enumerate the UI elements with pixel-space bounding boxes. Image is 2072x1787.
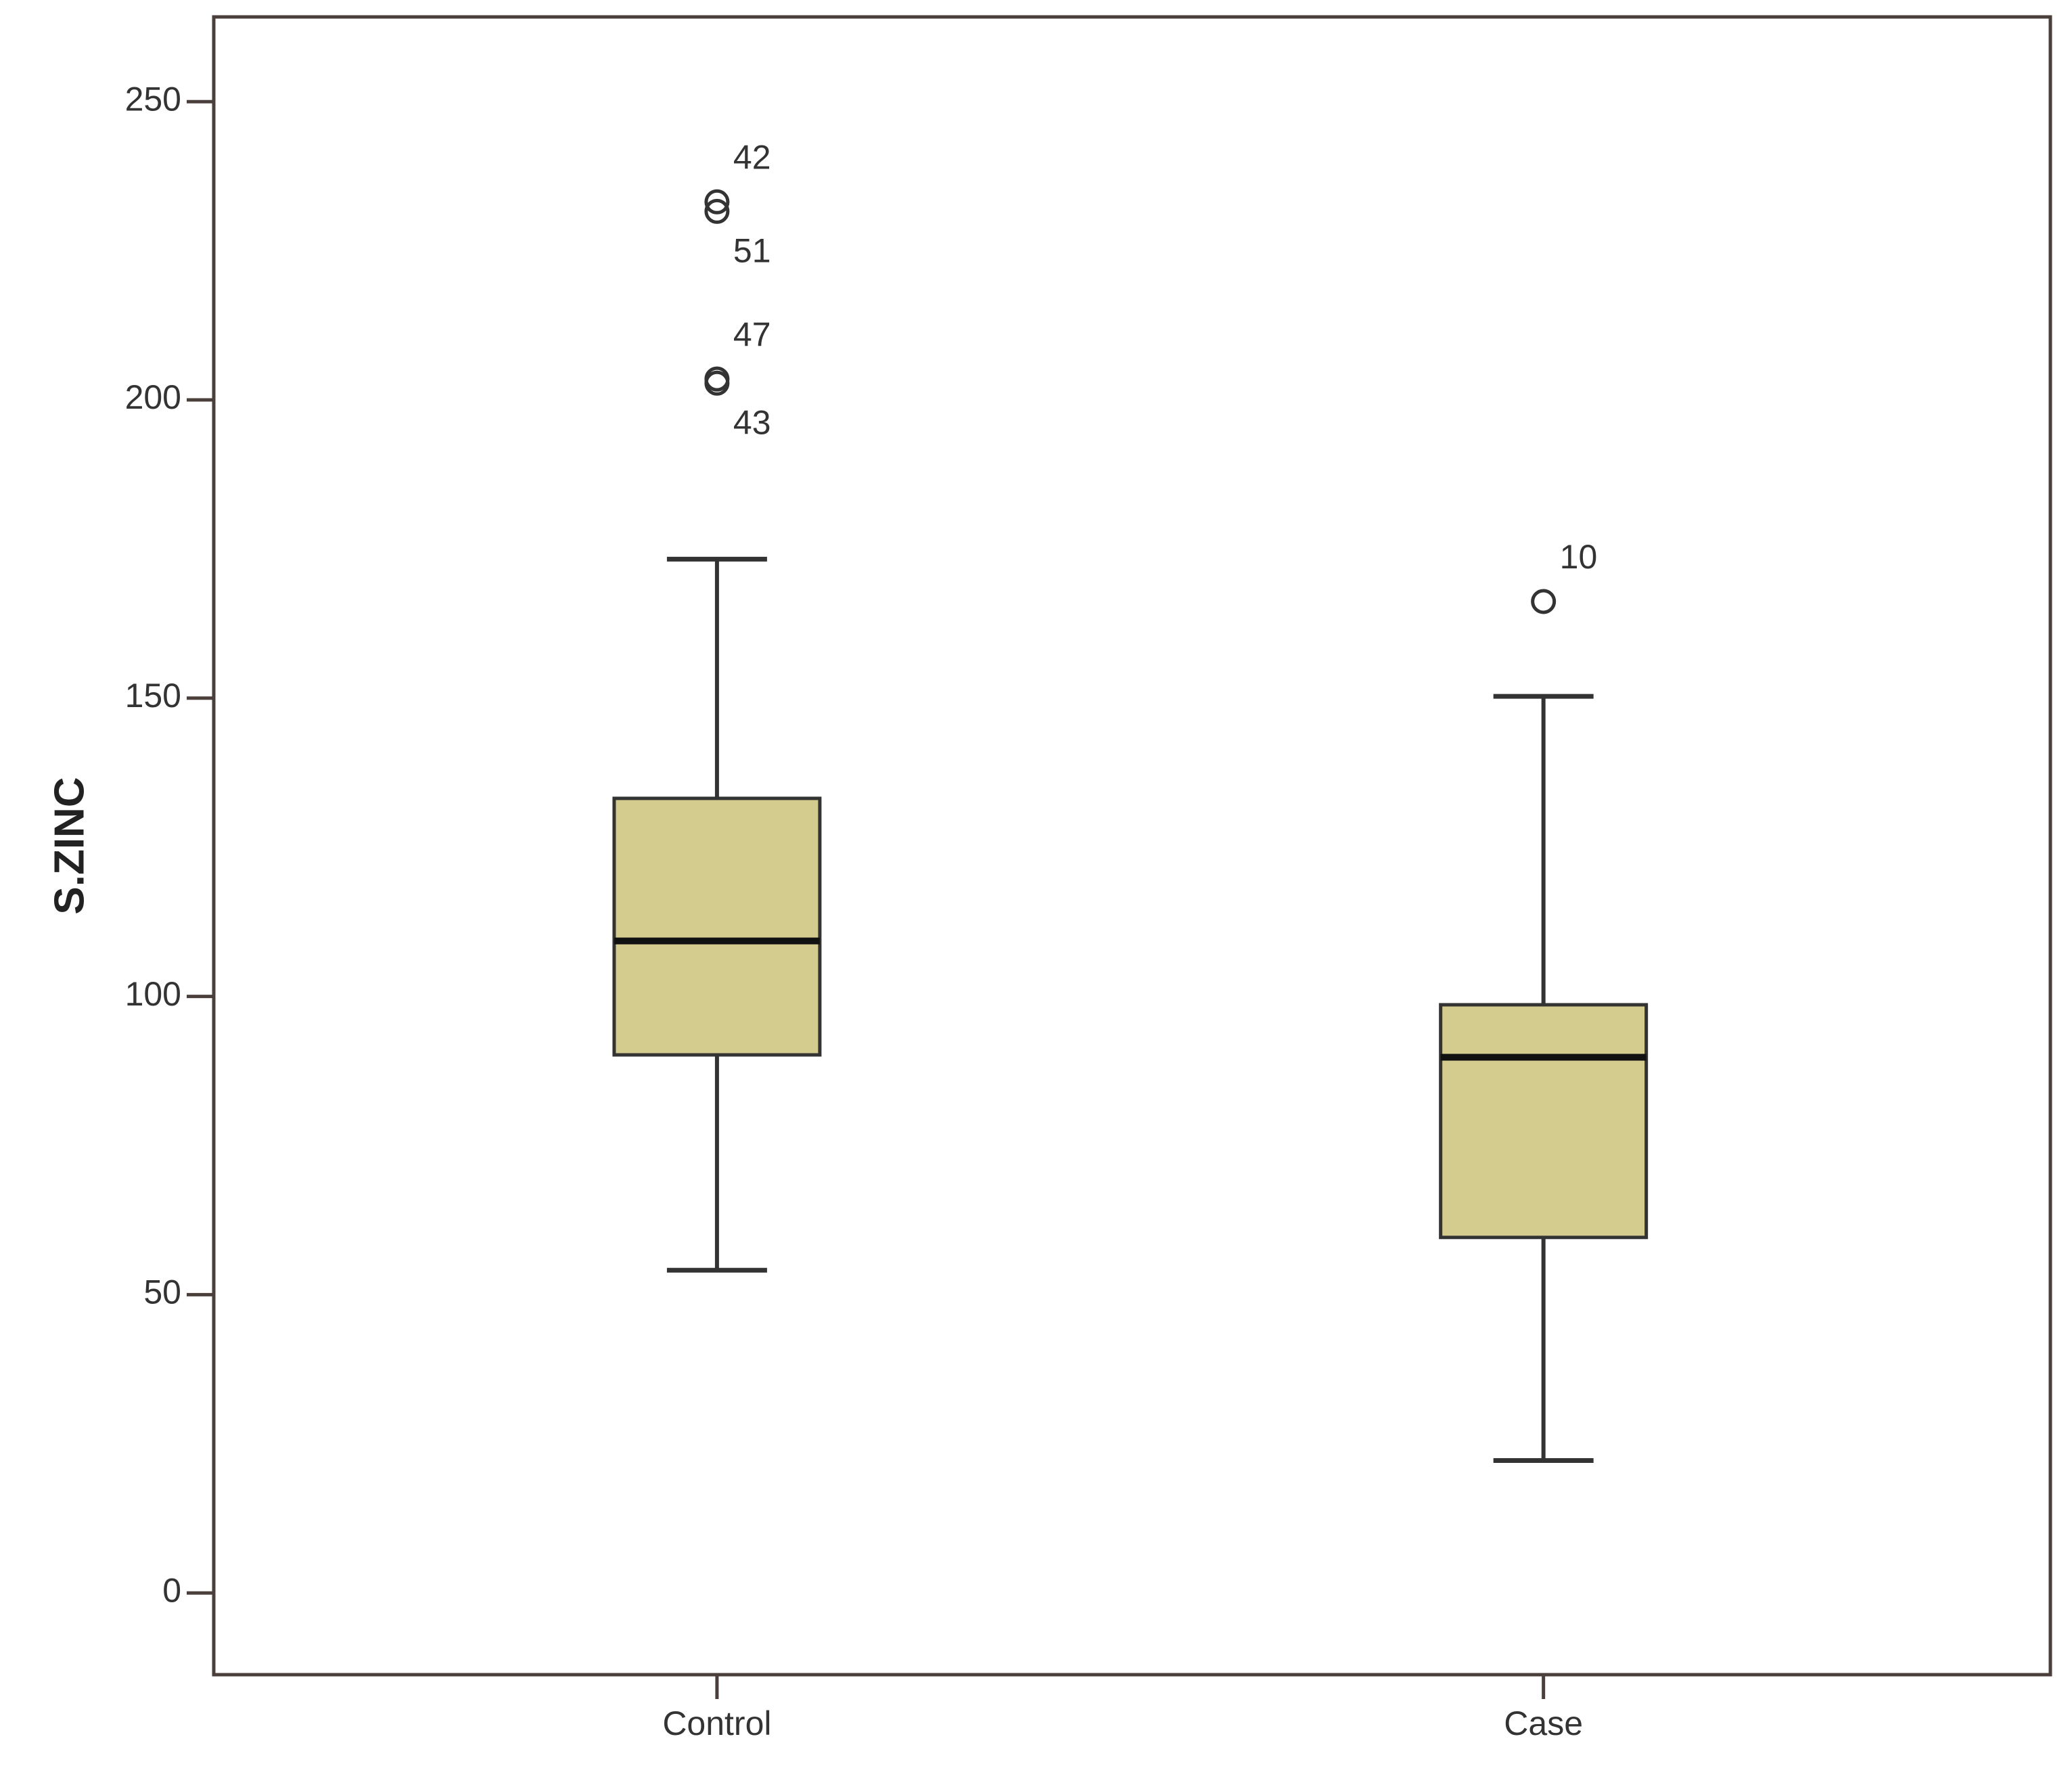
y-tick-label: 250 — [125, 80, 181, 118]
x-tick-label: Control — [662, 1704, 771, 1742]
outlier — [704, 370, 730, 396]
outlier-label: 51 — [733, 232, 771, 270]
y-tick-label: 200 — [125, 378, 181, 416]
outlier — [704, 189, 730, 214]
x-tick-label: Case — [1504, 1704, 1583, 1742]
outlier — [1531, 589, 1557, 614]
outlier-label: 42 — [733, 139, 771, 177]
box — [1439, 1003, 1649, 1240]
y-axis-label: S.ZINC — [46, 777, 93, 914]
y-tick-label: 150 — [125, 677, 181, 715]
outlier-label: 43 — [733, 404, 771, 442]
plot-frame — [212, 15, 2052, 1677]
y-tick-label: 100 — [125, 975, 181, 1013]
outlier-label: 10 — [1560, 538, 1598, 576]
box — [612, 796, 822, 1057]
outlier — [704, 198, 730, 224]
y-tick-label: 50 — [143, 1273, 181, 1311]
outlier-label: 47 — [733, 315, 771, 353]
y-tick-label: 0 — [162, 1571, 181, 1609]
